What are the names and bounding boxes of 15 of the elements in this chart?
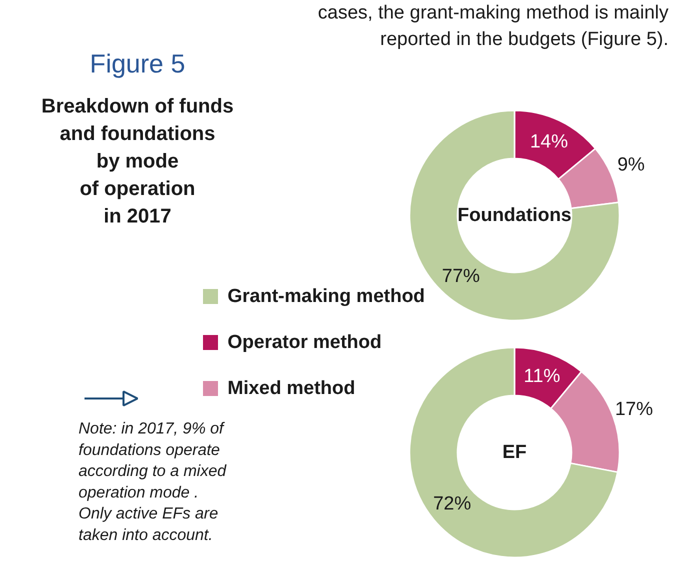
text: cases, the grant-making method is mainly reported in the budgets (Figure 5). — [318, 2, 669, 50]
legend-label: Operator method — [228, 332, 382, 353]
text: Foundations — [458, 205, 572, 226]
text: Note: in 2017, 9% of foundations operate according to a mixed operation mode . Only active EFs are taken into account. — [78, 420, 228, 544]
data-label: 14% — [530, 132, 568, 153]
data-label: 77% — [442, 266, 480, 287]
legend-label: Mixed method — [228, 378, 356, 399]
caption: Figure 5 — [90, 48, 186, 78]
data-label: 9% — [617, 154, 645, 176]
data-label: 17% — [614, 398, 654, 420]
data-label: 72% — [433, 494, 472, 515]
text: EF — [502, 442, 527, 463]
data-label: 11% — [524, 366, 560, 387]
legend-label: Grant-making method — [228, 286, 425, 307]
text: Breakdown of funds and foundations by mode of operation in 2017 — [41, 96, 234, 228]
